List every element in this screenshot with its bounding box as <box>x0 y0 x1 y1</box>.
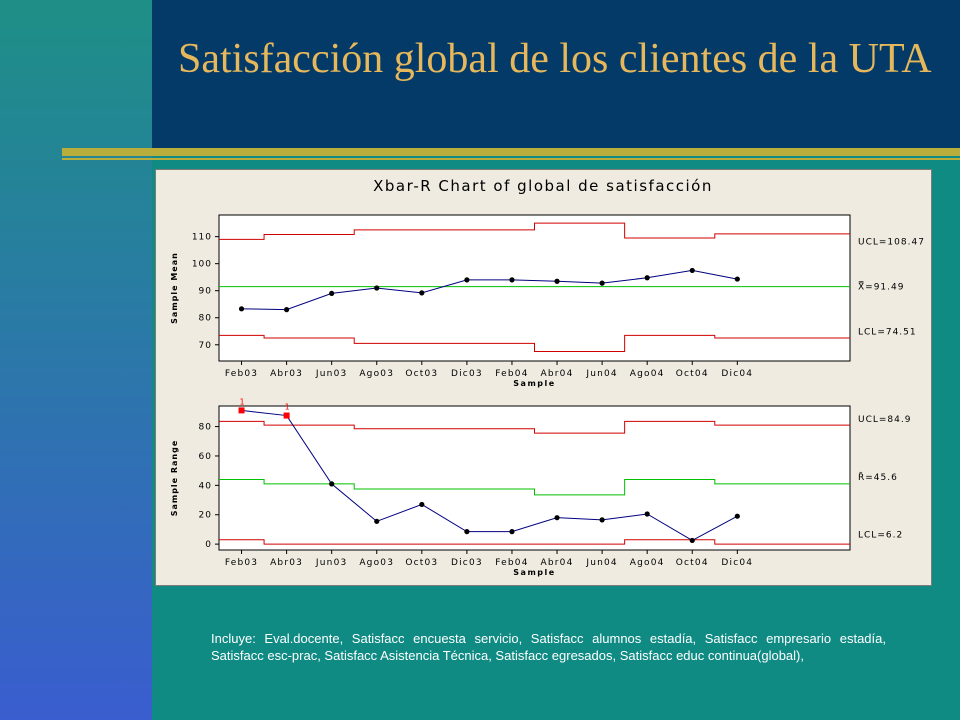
chart-title: Xbar-R Chart of global de satisfacción <box>373 177 713 195</box>
left-accent-band <box>0 0 152 720</box>
range-flag-symbol: 1 <box>285 403 290 412</box>
range-flagged-point <box>238 407 245 414</box>
range-data-point <box>329 481 335 487</box>
xbar-ucl-line <box>219 222 850 240</box>
xbar-y-axis-label: Sample Mean <box>170 252 179 324</box>
range-center-label: R̄=45.6 <box>858 471 898 483</box>
xbar-data-point <box>419 290 425 296</box>
range-y-tick-label: 80 <box>199 423 212 433</box>
range-y-tick-label: 60 <box>199 452 212 462</box>
xbar-x-tick-label: Dic04 <box>721 369 753 379</box>
xbar-data-point <box>284 307 290 313</box>
xbar-x-tick-label: Abr04 <box>541 369 574 379</box>
xbar-x-tick-label: Abr03 <box>270 369 303 379</box>
range-center-line <box>219 478 850 496</box>
xbar-x-tick-label: Oct03 <box>405 369 438 379</box>
xbar-r-chart: Xbar-R Chart of global de satisfacción 7… <box>170 177 925 577</box>
range-y-tick-label: 0 <box>205 540 212 550</box>
xbar-data-point <box>238 306 245 312</box>
xbar-data-point <box>644 275 650 281</box>
range-y-axis-label: Sample Range <box>170 440 179 517</box>
xbar-y-tick-label: 80 <box>199 314 212 324</box>
range-plot-area <box>218 405 851 551</box>
xbar-x-tick-label: Feb04 <box>495 369 528 379</box>
range-x-tick-label: Ago03 <box>359 558 394 568</box>
range-x-tick-label: Abr04 <box>541 558 574 568</box>
range-data-point <box>464 529 470 535</box>
xbar-x-tick-label: Dic03 <box>451 369 483 379</box>
xbar-data-point <box>554 278 560 284</box>
range-series-line <box>241 409 738 542</box>
xbar-data-point <box>329 290 335 297</box>
range-data-point <box>554 515 560 521</box>
range-x-axis-label: Sample <box>513 568 555 577</box>
range-data-point <box>419 501 425 508</box>
range-flag-symbol: 1 <box>240 397 245 406</box>
xbar-x-tick-label: Ago04 <box>630 369 665 379</box>
xbar-data-point <box>689 267 695 274</box>
range-data-point <box>374 518 380 524</box>
xbar-x-tick-label: Feb03 <box>225 369 258 379</box>
range-x-tick-label: Feb03 <box>225 558 258 568</box>
range-x-tick-label: Jun03 <box>315 558 348 568</box>
xbar-data-point <box>734 276 740 282</box>
xbar-lcl-line <box>219 334 850 353</box>
xbar-series-line <box>241 269 738 311</box>
xbar-y-tick-label: 90 <box>199 287 212 297</box>
xbar-data-point <box>464 277 470 283</box>
range-x-tick-label: Jun04 <box>585 558 618 568</box>
xbar-ucl-label: UCL=108.47 <box>858 237 925 247</box>
range-data-point <box>599 517 605 523</box>
title-rule-thin <box>62 158 960 160</box>
range-lcl-line <box>219 539 850 545</box>
range-x-tick-label: Abr03 <box>270 558 303 568</box>
range-data-point <box>734 513 740 519</box>
range-ucl-line <box>219 420 850 434</box>
xbar-y-tick-label: 70 <box>199 341 212 351</box>
xbar-center-label: X̿=91.49 <box>858 281 904 293</box>
range-x-tick-label: Dic04 <box>721 558 753 568</box>
range-y-tick-label: 20 <box>199 511 212 521</box>
xbar-y-tick-label: 110 <box>192 233 212 243</box>
xbar-data-point <box>509 277 515 283</box>
xbar-lcl-label: LCL=74.51 <box>858 327 917 337</box>
range-data-point <box>689 537 695 544</box>
range-lcl-label: LCL=6.2 <box>858 531 903 541</box>
range-x-tick-label: Oct04 <box>676 558 709 568</box>
xbar-x-axis-label: Sample <box>513 379 555 388</box>
range-flagged-point <box>283 412 290 419</box>
range-x-tick-label: Oct03 <box>405 558 438 568</box>
xbar-x-tick-label: Ago03 <box>359 369 394 379</box>
range-x-tick-label: Ago04 <box>630 558 665 568</box>
range-x-tick-label: Feb04 <box>495 558 528 568</box>
range-data-point <box>644 511 650 517</box>
title-rule-thick <box>62 148 960 156</box>
xbar-x-tick-label: Jun04 <box>585 369 618 379</box>
range-ucl-label: UCL=84.9 <box>858 415 911 425</box>
xbar-data-point <box>599 280 605 286</box>
range-data-point <box>509 529 515 535</box>
xbar-x-tick-label: Oct04 <box>676 369 709 379</box>
slide-title: Satisfacción global de los clientes de l… <box>178 36 932 82</box>
xbar-data-point <box>374 285 380 291</box>
xbar-x-tick-label: Jun03 <box>315 369 348 379</box>
title-band <box>152 0 960 148</box>
range-y-tick-label: 40 <box>199 481 212 491</box>
xbar-y-tick-label: 100 <box>192 260 212 270</box>
xbar-plot-area <box>218 214 851 362</box>
range-x-tick-label: Dic03 <box>451 558 483 568</box>
included-metrics-note: Incluye: Eval.docente, Satisfacc encuest… <box>211 631 886 663</box>
